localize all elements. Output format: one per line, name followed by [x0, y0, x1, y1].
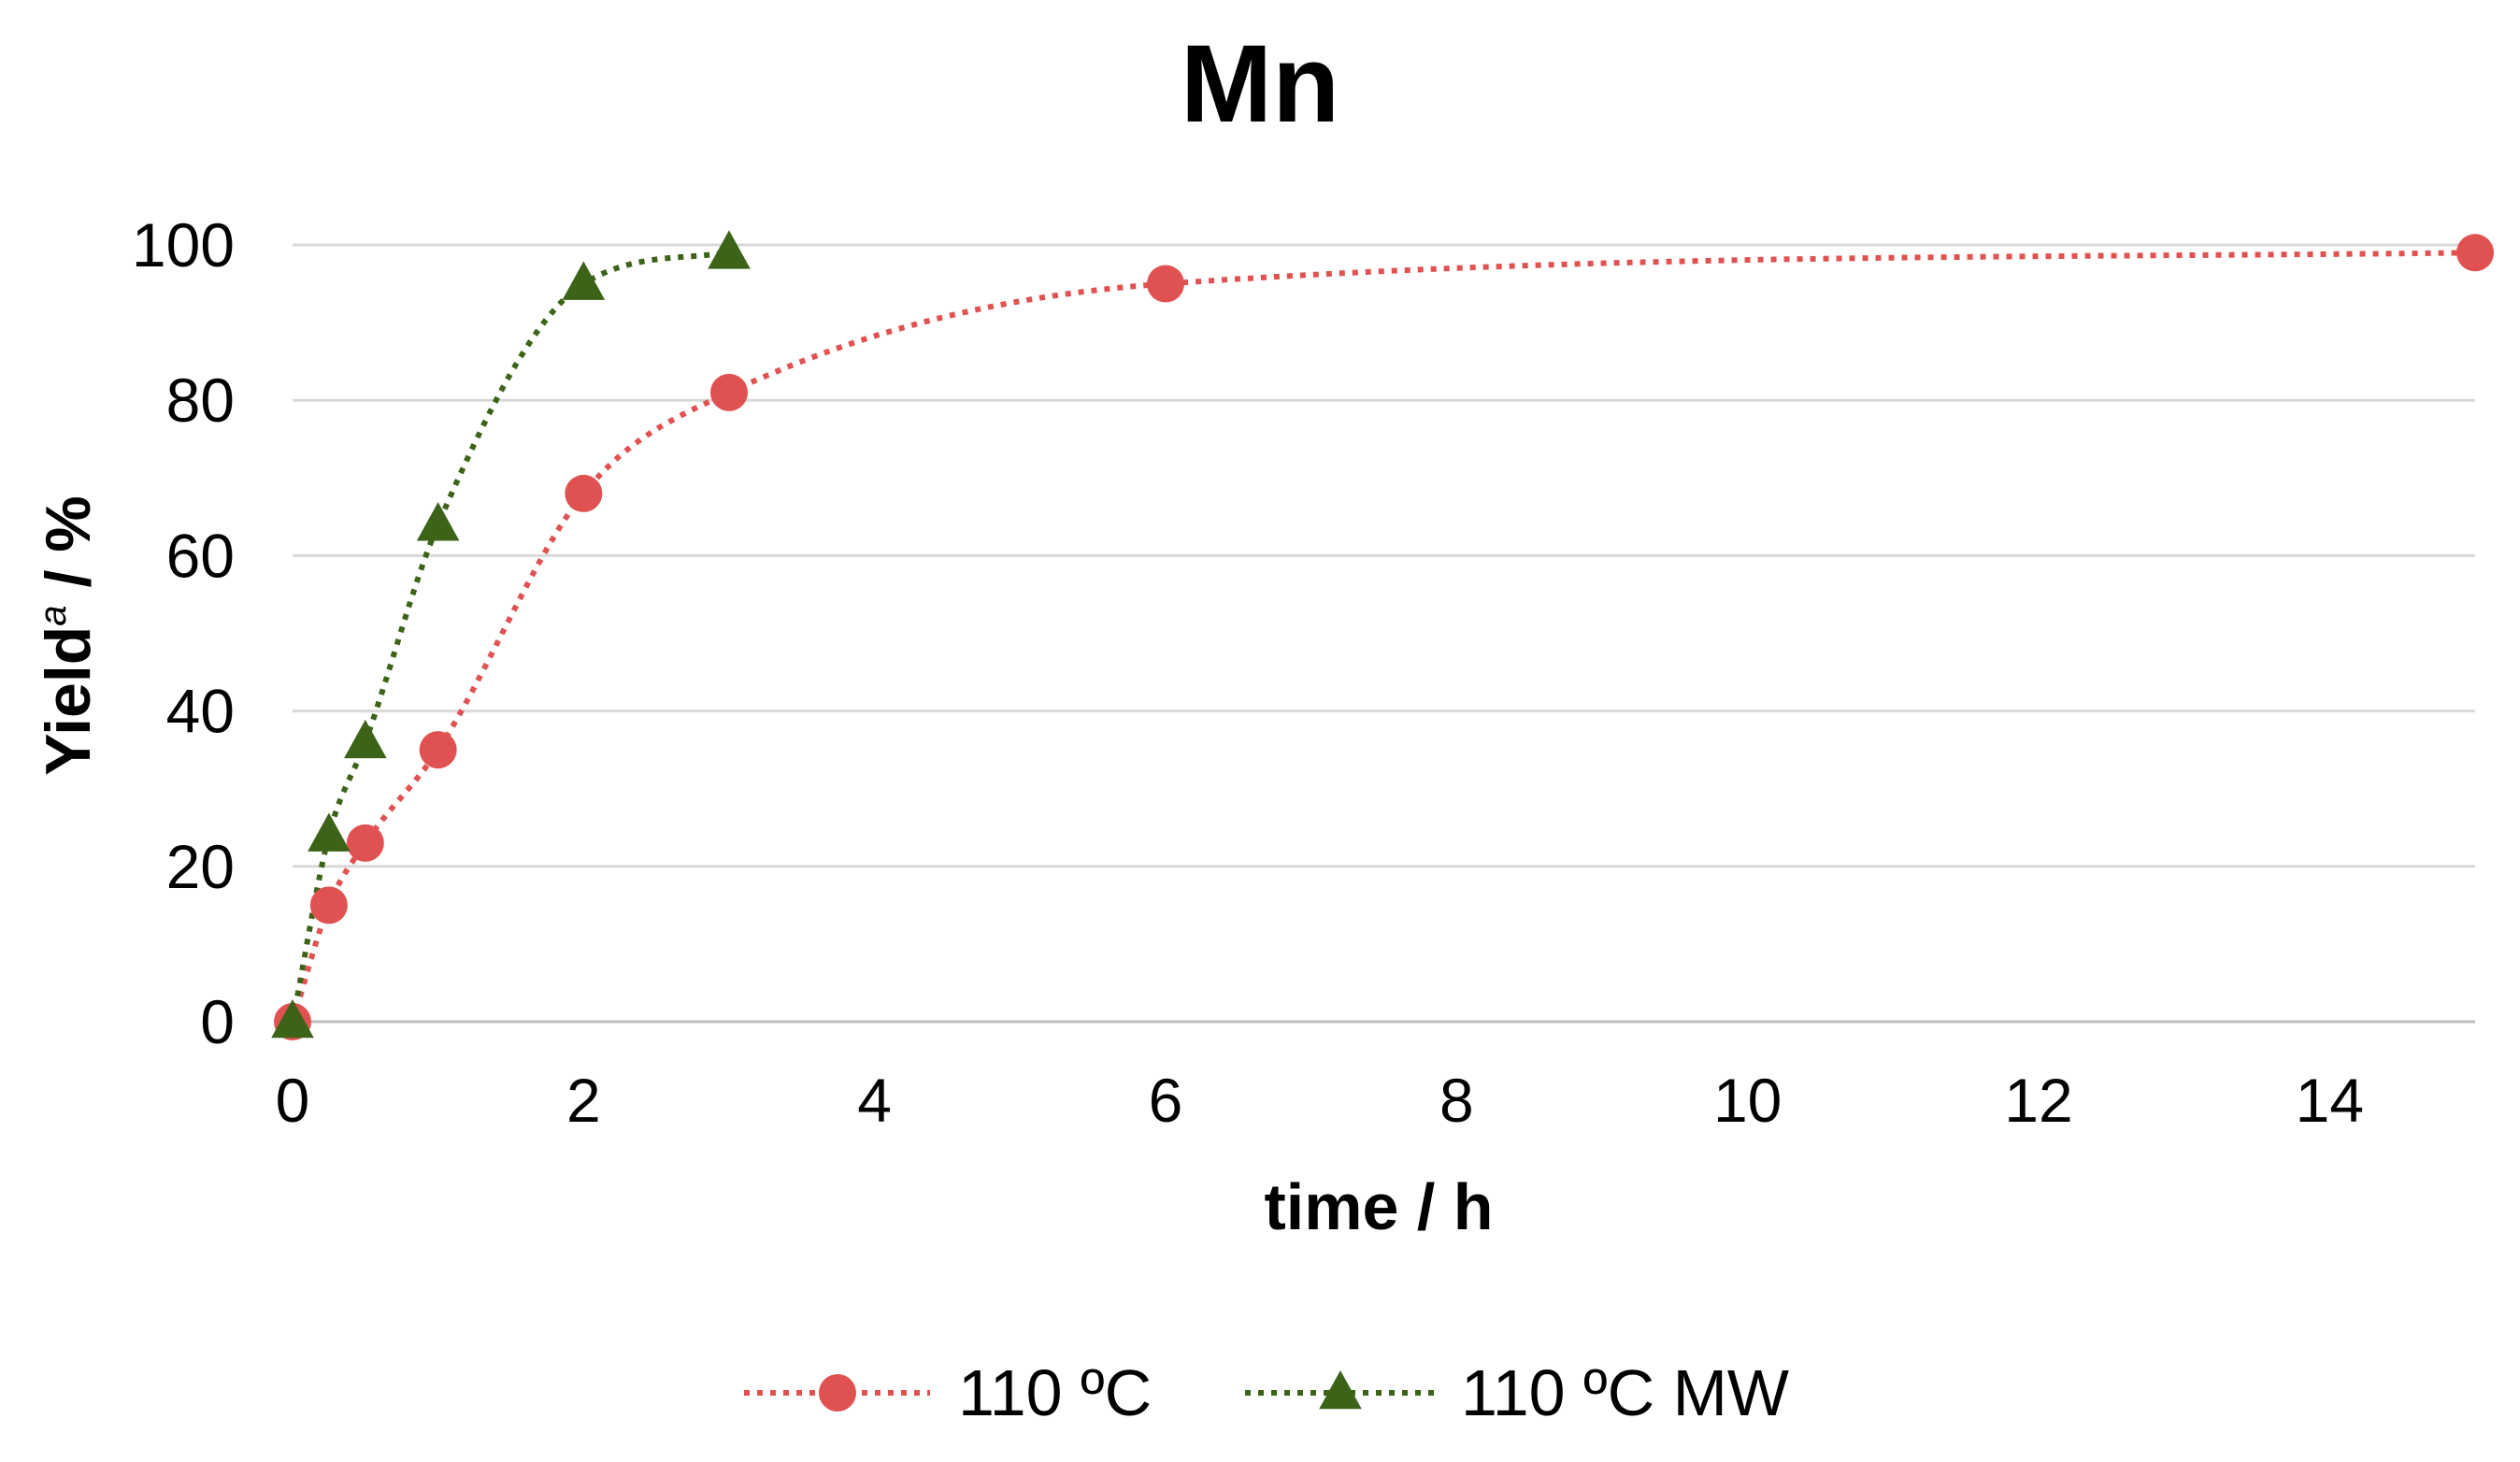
series-2-point	[271, 999, 314, 1039]
x-tick-label: 8	[1439, 1066, 1474, 1135]
series-line-1	[290, 250, 2476, 1023]
tick-labels: 0 20 40 60 80 100 0 2 4 6 8 10 12 14	[132, 210, 2364, 1135]
series-1-point	[710, 373, 748, 411]
legend: 110 ºC 110 ºC MW	[744, 1356, 1789, 1429]
y-tick-label: 100	[132, 210, 235, 280]
y-axis-title: Yielda / %	[33, 495, 104, 775]
legend-label-1: 110 ºC	[958, 1356, 1152, 1429]
gridlines	[293, 243, 2475, 868]
series-1-point	[1147, 265, 1184, 303]
series-1-point	[346, 824, 384, 862]
y-axis-title-main: Yield	[33, 626, 104, 776]
y-axis-title-suffix: / %	[33, 495, 104, 605]
x-tick-label: 14	[2296, 1066, 2364, 1135]
legend-label-2: 110 ºC MW	[1461, 1356, 1789, 1429]
y-tick-label: 60	[166, 521, 235, 590]
series-markers	[271, 230, 2494, 1040]
x-tick-label: 6	[1149, 1066, 1183, 1135]
x-tick-label: 0	[276, 1066, 310, 1135]
series-line-2	[290, 250, 730, 1023]
x-tick-label: 10	[1713, 1066, 1782, 1135]
series-2-point	[708, 230, 751, 269]
x-axis-title: time / h	[1264, 1170, 1493, 1243]
series-2-point	[416, 502, 460, 541]
series-1-point	[2456, 234, 2494, 272]
x-tick-label: 12	[2004, 1066, 2072, 1135]
y-axis-title-superscript: a	[33, 605, 74, 625]
series-2-point	[344, 719, 387, 759]
series-1-point	[419, 731, 457, 769]
series-2-point	[562, 261, 606, 300]
series-1-point	[565, 474, 603, 512]
series-1-point	[309, 886, 348, 924]
legend-marker-2	[1319, 1370, 1362, 1410]
y-tick-label: 20	[166, 832, 235, 901]
x-tick-label: 2	[566, 1066, 601, 1135]
y-tick-label: 0	[200, 987, 235, 1056]
series-lines	[290, 250, 2476, 1023]
legend-marker-1	[819, 1374, 856, 1412]
x-tick-label: 4	[857, 1066, 892, 1135]
chart-title: Mn	[1181, 22, 1339, 146]
y-tick-label: 80	[166, 366, 235, 435]
y-tick-label: 40	[166, 677, 235, 746]
series-2-point	[308, 812, 351, 852]
